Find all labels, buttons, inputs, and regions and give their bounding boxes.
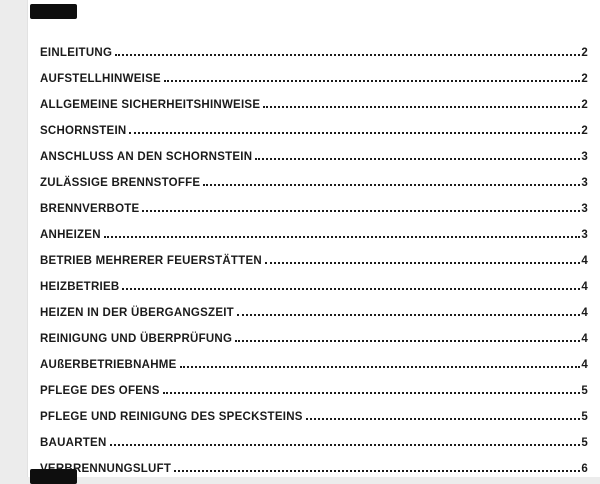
toc-entry: ZULÄSSIGE BRENNSTOFFE 3: [40, 170, 588, 196]
toc-page-number: 4: [581, 255, 588, 267]
toc-page-number: 2: [581, 99, 588, 111]
toc-entry: HEIZBETRIEB 4: [40, 274, 588, 300]
toc-entry: AUßERBETRIEBNAHME 4: [40, 352, 588, 378]
dot-leader: [109, 444, 581, 446]
toc-page-number: 4: [581, 333, 588, 345]
table-of-contents: EINLEITUNG 2 AUFSTELLHINWEISE 2 ALLGEMEI…: [40, 40, 588, 482]
viewer-bottom-gutter: [0, 477, 600, 484]
toc-entry-label: ZULÄSSIGE BRENNSTOFFE: [40, 177, 201, 189]
dot-leader: [163, 80, 581, 82]
toc-entry-label: BAUARTEN: [40, 437, 107, 449]
toc-entry-label: ANHEIZEN: [40, 229, 101, 241]
dot-leader: [142, 210, 581, 212]
dot-leader: [255, 158, 581, 160]
dot-leader: [103, 236, 581, 238]
toc-entry: REINIGUNG UND ÜBERPRÜFUNG 4: [40, 326, 588, 352]
toc-entry-label: BETRIEB MEHRERER FEUERSTÄTTEN: [40, 255, 262, 267]
toc-entry: HEIZEN IN DER ÜBERGANGSZEIT 4: [40, 300, 588, 326]
toc-entry-label: AUFSTELLHINWEISE: [40, 73, 161, 85]
dot-leader: [263, 106, 581, 108]
dot-leader: [264, 262, 581, 264]
toc-entry-label: ALLGEMEINE SICHERHEITSHINWEISE: [40, 99, 261, 111]
dot-leader: [305, 418, 581, 420]
toc-entry-label: EINLEITUNG: [40, 47, 113, 59]
toc-page-number: 3: [581, 177, 588, 189]
toc-entry: ALLGEMEINE SICHERHEITSHINWEISE 2: [40, 92, 588, 118]
toc-page-number: 6: [581, 463, 588, 475]
toc-page-number: 5: [581, 411, 588, 423]
toc-entry-label: PFLEGE DES OFENS: [40, 385, 160, 397]
toc-entry: BAUARTEN 5: [40, 430, 588, 456]
toc-entry: PFLEGE UND REINIGUNG DES SPECKSTEINS 5: [40, 404, 588, 430]
dot-leader: [115, 54, 581, 56]
toc-page-number: 3: [581, 203, 588, 215]
toc-page-number: 3: [581, 151, 588, 163]
toc-entry: PFLEGE DES OFENS 5: [40, 378, 588, 404]
toc-entry-label: PFLEGE UND REINIGUNG DES SPECKSTEINS: [40, 411, 303, 423]
redacted-header-block: [30, 4, 77, 19]
toc-entry: VERBRENNUNGSLUFT 6: [40, 456, 588, 482]
toc-page-number: 4: [581, 281, 588, 293]
toc-entry-label: BRENNVERBOTE: [40, 203, 140, 215]
dot-leader: [235, 340, 581, 342]
toc-entry: ANHEIZEN 3: [40, 222, 588, 248]
toc-entry-label: HEIZBETRIEB: [40, 281, 120, 293]
toc-entry-label: SCHORNSTEIN: [40, 125, 127, 137]
toc-entry: AUFSTELLHINWEISE 2: [40, 66, 588, 92]
toc-entry-label: REINIGUNG UND ÜBERPRÜFUNG: [40, 333, 233, 345]
toc-entry: EINLEITUNG 2: [40, 40, 588, 66]
toc-page-number: 4: [581, 307, 588, 319]
toc-entry: ANSCHLUSS AN DEN SCHORNSTEIN 3: [40, 144, 588, 170]
redacted-footer-block: [30, 469, 77, 484]
toc-entry-label: ANSCHLUSS AN DEN SCHORNSTEIN: [40, 151, 253, 163]
dot-leader: [179, 366, 581, 368]
toc-entry: SCHORNSTEIN 2: [40, 118, 588, 144]
dot-leader: [162, 392, 581, 394]
toc-page-number: 2: [581, 47, 588, 59]
toc-entry-label: HEIZEN IN DER ÜBERGANGSZEIT: [40, 307, 234, 319]
dot-leader: [203, 184, 581, 186]
toc-page-number: 3: [581, 229, 588, 241]
toc-entry: BETRIEB MEHRERER FEUERSTÄTTEN 4: [40, 248, 588, 274]
dot-leader: [236, 314, 581, 316]
viewer-left-gutter: [0, 0, 28, 484]
toc-page-number: 5: [581, 437, 588, 449]
dot-leader: [129, 132, 581, 134]
toc-page-number: 2: [581, 73, 588, 85]
toc-page-number: 5: [581, 385, 588, 397]
toc-entry: BRENNVERBOTE 3: [40, 196, 588, 222]
toc-page-number: 4: [581, 359, 588, 371]
dot-leader: [122, 288, 581, 290]
toc-page-number: 2: [581, 125, 588, 137]
dot-leader: [174, 470, 581, 472]
toc-entry-label: AUßERBETRIEBNAHME: [40, 359, 177, 371]
